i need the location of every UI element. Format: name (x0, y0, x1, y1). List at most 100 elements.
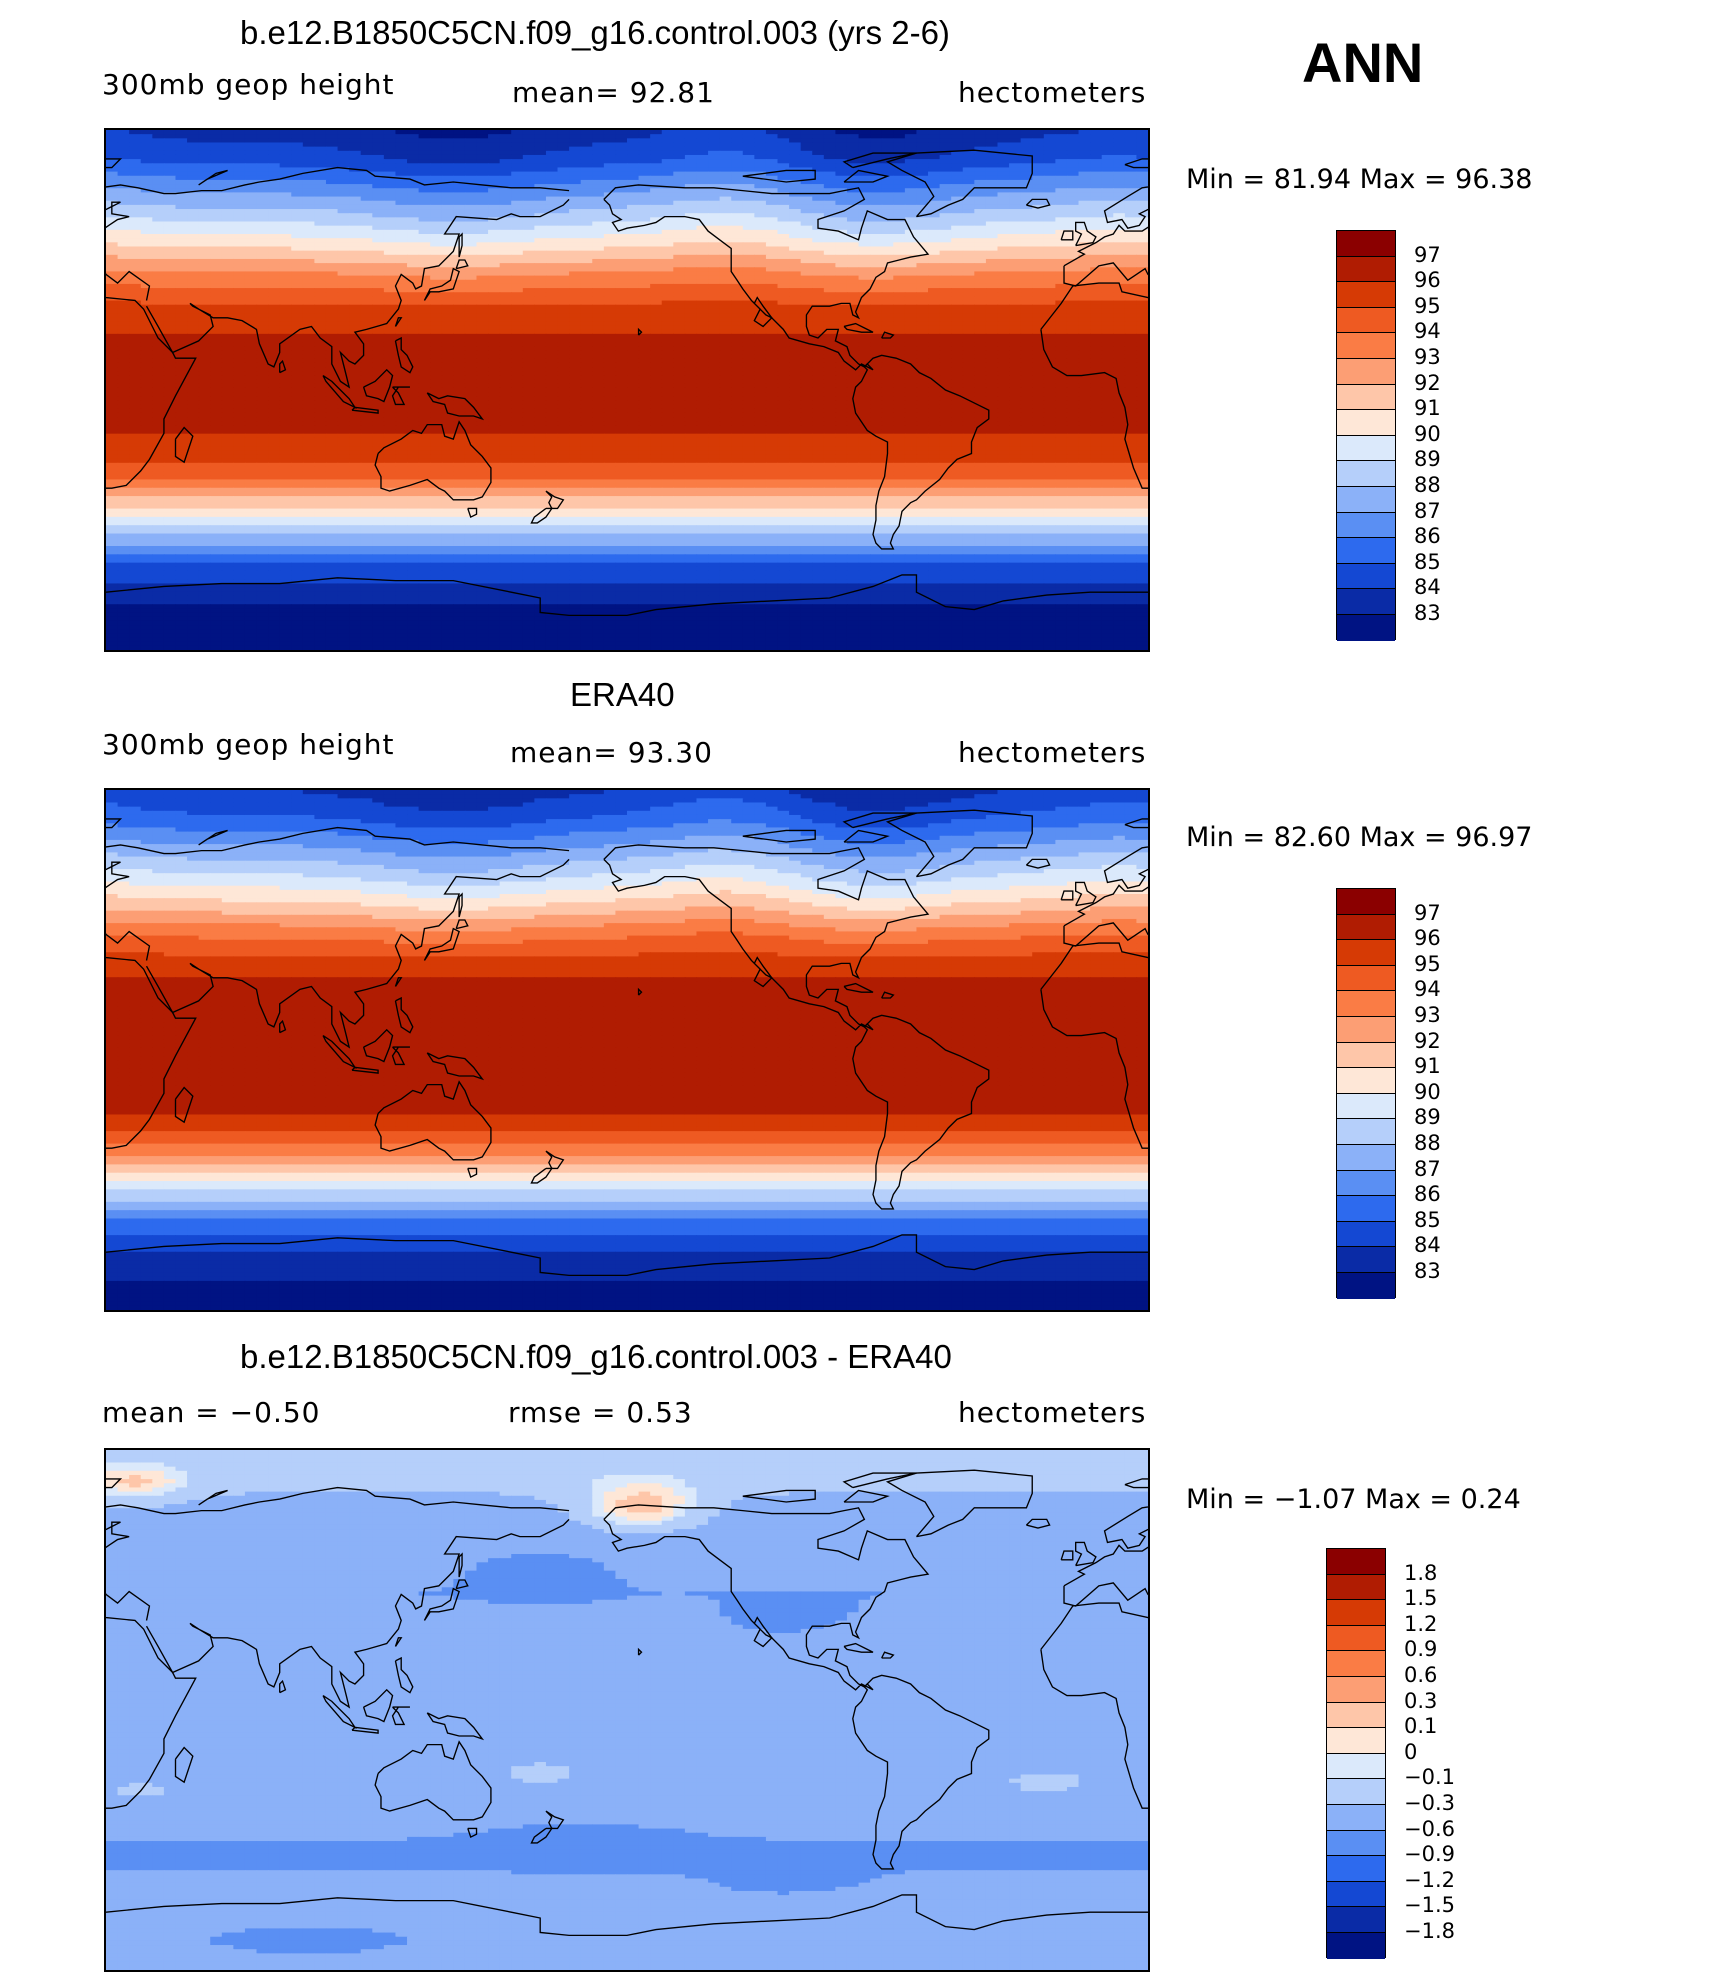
contour-cell (858, 238, 871, 243)
contour-cell (522, 313, 536, 318)
contour-cell (997, 175, 1010, 181)
contour-cell (904, 250, 918, 256)
contour-cell (939, 350, 952, 356)
contour-cell (719, 234, 732, 239)
contour-cell (407, 234, 420, 239)
contour-cell (488, 150, 501, 156)
contour-cell (928, 142, 941, 148)
contour-cell (881, 267, 894, 273)
contour-cell (441, 134, 454, 139)
contour-cell (117, 171, 130, 177)
contour-cell (337, 130, 350, 135)
contour-cell (835, 171, 848, 177)
contour-cell (325, 200, 339, 206)
contour-cell (1020, 275, 1033, 281)
contour-cell (754, 313, 767, 318)
contour-cell (291, 146, 304, 152)
contour-cell (893, 333, 906, 339)
contour-cell (522, 292, 536, 298)
contour-cell (708, 279, 721, 285)
contour-cell (372, 317, 385, 322)
contour-cell (1020, 150, 1033, 156)
contour-cell (870, 188, 883, 194)
contour-cell (858, 354, 871, 360)
contour-cell (268, 325, 281, 331)
contour-cell (268, 329, 281, 335)
contour-cell (719, 150, 732, 156)
contour-cell (719, 167, 732, 173)
contour-cell (708, 229, 721, 235)
contour-cell (360, 242, 373, 248)
contour-cell (557, 167, 570, 173)
contour-cell (1043, 130, 1057, 135)
contour-cell (985, 321, 999, 327)
contour-cell (742, 350, 755, 356)
contour-cell (221, 358, 234, 364)
contour-cell (198, 346, 211, 352)
contour-cell (928, 263, 941, 268)
contour-cell (1055, 204, 1068, 210)
contour-cell (742, 138, 755, 144)
contour-cell (291, 358, 304, 364)
contour-cell (291, 350, 304, 356)
contour-cell (152, 184, 165, 189)
contour-cell (1113, 134, 1126, 139)
contour-cell (488, 338, 501, 343)
contour-cell (256, 317, 269, 322)
contour-cell (1066, 354, 1080, 360)
contour-cell (731, 300, 744, 306)
contour-cell (974, 304, 987, 310)
contour-cell (198, 238, 211, 243)
contour-cell (464, 317, 478, 322)
contour-cell (708, 179, 721, 185)
contour-cell (1101, 175, 1114, 181)
contour-cell (279, 304, 292, 310)
contour-cell (858, 130, 871, 135)
contour-cell (846, 234, 860, 239)
contour-cell (140, 333, 153, 339)
contour-cell (314, 217, 327, 223)
contour-cell (129, 300, 142, 306)
contour-cell (974, 342, 987, 347)
contour-cell (545, 142, 559, 148)
contour-cell (557, 358, 570, 364)
contour-cell (1032, 350, 1045, 356)
contour-cell (893, 300, 906, 306)
contour-cell (106, 150, 119, 156)
contour-cell (360, 175, 373, 181)
contour-cell (268, 188, 281, 194)
contour-cell (349, 200, 362, 206)
contour-cell (117, 200, 130, 206)
contour-cell (221, 267, 234, 273)
contour-cell (812, 179, 825, 185)
contour-cell (140, 209, 153, 214)
contour-cell (430, 138, 443, 144)
contour-cell (696, 304, 709, 310)
contour-cell (858, 138, 871, 144)
contour-cell (210, 159, 223, 164)
contour-cell (476, 275, 489, 281)
contour-cell (1101, 163, 1114, 169)
contour-cell (765, 308, 779, 314)
contour-cell (1020, 134, 1033, 139)
contour-cell (777, 308, 790, 314)
contour-cell (777, 283, 790, 289)
contour-cell (858, 350, 871, 356)
contour-cell (441, 313, 454, 318)
contour-cell (430, 221, 443, 227)
contour-cell (314, 154, 327, 160)
contour-cell (580, 184, 593, 189)
contour-cell (731, 130, 744, 135)
contour-cell (279, 130, 292, 135)
contour-cell (1020, 350, 1033, 356)
contour-cell (499, 300, 512, 306)
contour-cell (1078, 321, 1091, 327)
contour-cell (545, 279, 559, 285)
contour-cell (152, 196, 165, 202)
contour-cell (233, 130, 246, 135)
contour-cell (198, 271, 211, 277)
contour-cell (696, 317, 709, 322)
contour-cell (430, 342, 443, 347)
contour-cell (1020, 258, 1033, 264)
contour-cell (916, 300, 929, 306)
